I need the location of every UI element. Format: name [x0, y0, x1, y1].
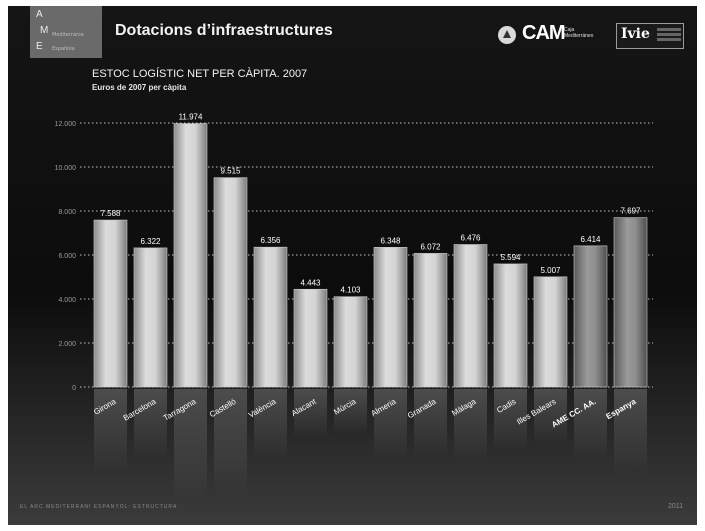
- ame-logo: A M E Mediterrània Española: [30, 6, 102, 58]
- bar-reflection: [494, 389, 527, 451]
- bar-reflection: [294, 389, 327, 438]
- bar: [293, 288, 328, 388]
- bar-reflection: [614, 389, 647, 474]
- cam-logo-text: CAM: [522, 22, 566, 44]
- logo-sub-1: Mediterrània: [52, 32, 84, 38]
- chart-title: ESTOC LOGÍSTIC NET PER CÀPITA. 2007: [92, 68, 308, 80]
- bar: [373, 247, 408, 388]
- bar-value-label: 6.356: [260, 236, 281, 245]
- bar-reflection: [574, 389, 607, 460]
- ivie-logo-subtext: [657, 28, 681, 41]
- bar-value-label: 6.476: [460, 234, 481, 243]
- cam-emblem-icon: [498, 26, 516, 44]
- bar-value-label: 5.007: [540, 266, 561, 275]
- page-number: 2011: [668, 503, 684, 510]
- logo-letter-m: M: [40, 25, 49, 36]
- bar: [413, 253, 448, 388]
- bar-value-label: 6.348: [380, 236, 401, 245]
- bar-reflection: [374, 389, 407, 459]
- bar-reflection: [94, 389, 127, 473]
- cam-logo-subtext: Caja Mediterráneo: [564, 27, 594, 39]
- bar-value-label: 9.515: [220, 167, 241, 176]
- bar-value-label: 4.443: [300, 278, 321, 287]
- bar-reflection: [214, 389, 247, 494]
- y-tick-label: 6.000: [58, 253, 76, 260]
- bar-value-label: 6.414: [580, 235, 601, 244]
- bar-reflection: [534, 389, 567, 445]
- bar: [173, 123, 208, 388]
- bar-value-label: 6.322: [140, 237, 161, 246]
- bar-reflection: [414, 389, 447, 456]
- bar: [253, 246, 288, 388]
- bar-reflection: [334, 389, 367, 435]
- bar: [133, 247, 168, 388]
- bar: [453, 244, 488, 388]
- bar: [493, 263, 528, 388]
- bar-reflection: [454, 389, 487, 461]
- y-tick-label: 10.000: [55, 165, 77, 172]
- y-tick-label: 8.000: [58, 209, 76, 216]
- bar: [93, 219, 128, 388]
- chart-subtitle: Euros de 2007 per càpita: [92, 83, 187, 92]
- bar-value-label: 7.588: [100, 209, 121, 218]
- bar-value-label: 4.103: [340, 286, 361, 295]
- bar-value-label: 6.072: [420, 242, 441, 251]
- y-tick-label: 12.000: [55, 121, 77, 128]
- y-tick-label: 2.000: [58, 341, 76, 348]
- bar-value-label: 7.697: [620, 207, 641, 216]
- bar: [213, 177, 248, 388]
- page-title: Dotacions d’infraestructures: [115, 22, 333, 39]
- bar-value-label: 11.974: [179, 113, 203, 122]
- y-tick-label: 0: [72, 385, 76, 392]
- cam-logo: CAM Caja Mediterráneo: [498, 22, 608, 48]
- y-tick-label: 4.000: [58, 297, 76, 304]
- bar: [533, 276, 568, 388]
- footer-text: EL ARC MEDITERRANI ESPANYOL: ESTRUCTURA: [20, 504, 178, 510]
- ivie-logo: Ivie: [616, 23, 684, 49]
- logo-letter-a: A: [36, 9, 43, 20]
- bar: [333, 296, 368, 388]
- slide: A M E Mediterrània Española Dotacions d’…: [8, 6, 697, 525]
- bar-value-label: 5.594: [500, 253, 521, 262]
- bar: [613, 217, 648, 388]
- bar: [573, 245, 608, 388]
- logo-letter-e: E: [36, 41, 43, 52]
- ivie-logo-text: Ivie: [621, 26, 650, 42]
- bar-reflection: [254, 389, 287, 459]
- bar-reflection: [134, 389, 167, 459]
- logo-sub-2: Española: [52, 46, 75, 52]
- bar-reflection: [174, 389, 207, 499]
